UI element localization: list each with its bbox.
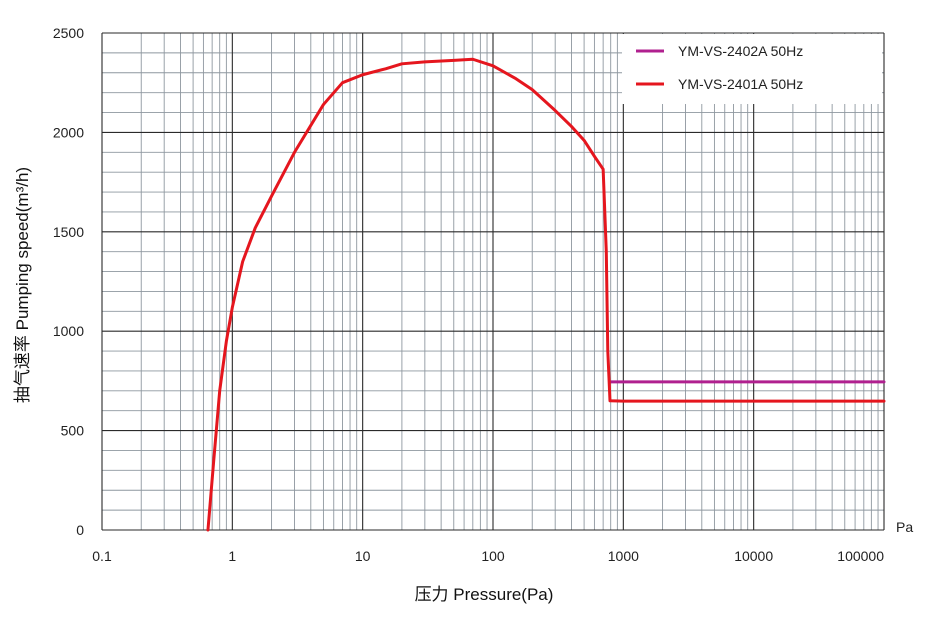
legend: YM-VS-2402A 50Hz YM-VS-2401A 50Hz — [622, 34, 882, 104]
y-axis-title: 抽气速率 Pumping speed(m³/h) — [13, 167, 32, 403]
x-unit-label: Pa — [896, 519, 913, 535]
x-axis-title: 压力 Pressure(Pa) — [415, 585, 554, 604]
y-tick-label: 0 — [76, 522, 84, 538]
y-tick-label: 2500 — [53, 25, 84, 41]
x-tick-label: 1 — [228, 548, 236, 564]
y-tick-label: 1000 — [53, 323, 84, 339]
y-tick-label: 500 — [61, 423, 85, 439]
x-tick-label: 10000 — [734, 548, 773, 564]
x-tick-label: 0.1 — [92, 548, 112, 564]
series-line-2 — [206, 57, 886, 532]
y-tick-label: 2000 — [53, 124, 84, 140]
legend-label: YM-VS-2401A 50Hz — [678, 76, 803, 92]
legend-box — [622, 34, 882, 104]
series-layer — [206, 57, 886, 532]
x-tick-labels: 0.1 1 10 100 1000 10000 100000 — [92, 548, 884, 564]
legend-label: YM-VS-2402A 50Hz — [678, 43, 803, 59]
y-tick-labels: 0 500 1000 1500 2000 2500 — [53, 25, 84, 538]
y-tick-label: 1500 — [53, 224, 84, 240]
major-gridlines — [101, 32, 885, 531]
x-tick-label: 10 — [355, 548, 371, 564]
x-tick-label: 100 — [481, 548, 505, 564]
x-tick-label: 1000 — [608, 548, 639, 564]
x-tick-label: 100000 — [837, 548, 884, 564]
